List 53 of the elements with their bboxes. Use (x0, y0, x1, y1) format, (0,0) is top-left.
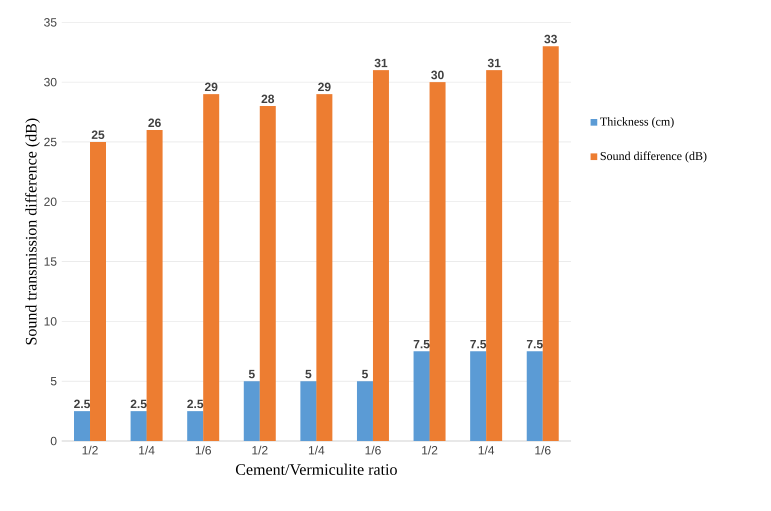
y-tick-label: 20 (44, 198, 57, 206)
data-label: 28 (262, 94, 274, 104)
bar (372, 70, 389, 441)
bar (414, 351, 430, 441)
legend-label: Sound difference (dB) (600, 151, 706, 162)
y-tick-label: 5 (50, 377, 56, 386)
bar (130, 411, 147, 441)
y-tick-label: 0 (50, 436, 57, 446)
bar (90, 142, 106, 441)
bar (470, 351, 486, 441)
data-label: 33 (544, 34, 557, 44)
x-tick-label: 1/6 (366, 446, 381, 455)
data-label: 5 (305, 370, 312, 378)
bar (203, 94, 220, 441)
y-tick-label: 10 (44, 317, 57, 326)
y-tick-label: 15 (44, 257, 56, 266)
data-label: 5 (248, 370, 255, 378)
x-tick-label: 1/2 (422, 446, 438, 455)
y-tick-label: 35 (44, 18, 56, 27)
bar (526, 351, 543, 441)
bar (146, 130, 163, 441)
legend-label: Thickness (cm) (600, 117, 674, 128)
bar (316, 94, 332, 441)
y-tick-label: 30 (44, 78, 57, 86)
bar (542, 46, 559, 441)
bar (74, 411, 90, 441)
data-label: 30 (431, 70, 444, 80)
x-tick-label: 1/4 (308, 446, 324, 455)
x-tick-label: 1/4 (139, 446, 155, 455)
data-label: 31 (488, 58, 500, 68)
bar (430, 82, 446, 441)
data-label: 29 (318, 82, 331, 92)
data-label: 5 (362, 370, 368, 378)
data-label: 26 (148, 118, 161, 128)
bar (300, 381, 316, 441)
x-axis-title: Cement/Vermiculite ratio (236, 464, 397, 476)
y-axis-title: Sound transmission difference (dB) (25, 118, 40, 344)
data-label: 25 (92, 130, 104, 140)
x-tick-label: 1/2 (82, 446, 98, 455)
x-tick-label: 1/2 (252, 446, 268, 455)
data-label: 29 (204, 82, 218, 92)
bar (260, 106, 276, 441)
bar (486, 70, 502, 441)
data-label: 31 (374, 58, 388, 68)
x-tick-label: 1/6 (535, 446, 551, 455)
x-tick-label: 1/4 (478, 446, 494, 455)
data-label: 2.5 (74, 400, 90, 408)
y-tick-label: 25 (44, 138, 56, 146)
bar (244, 381, 260, 441)
bar (187, 411, 204, 441)
bar (356, 381, 373, 441)
data-label: 7.5 (414, 340, 430, 348)
x-tick-label: 1/6 (196, 446, 211, 455)
